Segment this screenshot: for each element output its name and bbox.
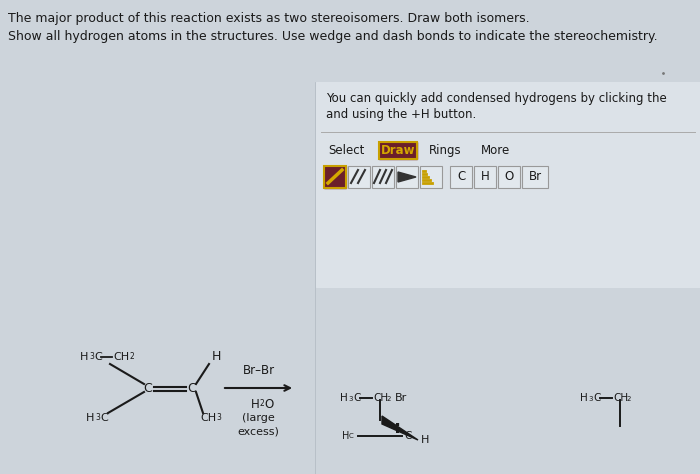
Text: C: C [100, 413, 108, 423]
Bar [372, 166, 394, 188]
Bar [498, 166, 520, 188]
Text: C: C [144, 382, 153, 394]
Text: C: C [353, 393, 360, 403]
Text: Br: Br [528, 171, 542, 183]
Bar [324, 166, 346, 188]
Text: CH: CH [373, 393, 388, 403]
Text: O: O [265, 398, 274, 410]
Text: H: H [251, 398, 259, 410]
Text: H: H [580, 393, 588, 403]
Bar [372, 166, 394, 188]
Text: The major product of this reaction exists as two stereoisomers. Draw both isomer: The major product of this reaction exist… [8, 12, 530, 25]
Bar [379, 142, 417, 159]
Bar [498, 166, 520, 188]
Text: C: C [94, 352, 102, 362]
Text: 3: 3 [216, 413, 221, 422]
Text: Rings: Rings [429, 144, 461, 157]
Text: C: C [188, 382, 197, 394]
Text: You can quickly add condensed hydrogens by clicking the: You can quickly add condensed hydrogens … [326, 92, 666, 105]
Bar [316, 82, 700, 287]
Text: Br: Br [395, 393, 407, 403]
Text: C: C [404, 431, 412, 441]
Text: 3: 3 [95, 413, 100, 422]
Bar [474, 166, 496, 188]
Text: O: O [505, 171, 514, 183]
Text: 2: 2 [627, 396, 631, 402]
Text: Show all hydrogen atoms in the structures. Use wedge and dash bonds to indicate : Show all hydrogen atoms in the structure… [8, 30, 657, 43]
Polygon shape [382, 416, 418, 440]
Bar [396, 166, 418, 188]
Text: Br–Br: Br–Br [242, 364, 274, 376]
Bar [348, 166, 370, 188]
Text: 3: 3 [348, 396, 353, 402]
Bar [450, 166, 472, 188]
Text: H: H [340, 393, 348, 403]
Text: H: H [421, 435, 429, 445]
Bar [522, 166, 548, 188]
Text: C: C [349, 433, 354, 439]
Text: H: H [481, 171, 489, 183]
Text: 2: 2 [387, 396, 391, 402]
Polygon shape [398, 172, 416, 182]
Bar [379, 142, 417, 159]
Text: H: H [342, 431, 349, 441]
Bar [522, 166, 548, 188]
Text: H: H [80, 352, 88, 362]
Text: :: : [394, 419, 402, 437]
Text: CH: CH [200, 413, 216, 423]
Text: 2: 2 [129, 352, 134, 361]
Text: Draw: Draw [381, 144, 415, 156]
Text: excess): excess) [237, 427, 279, 437]
Text: C: C [457, 171, 465, 183]
Text: (large: (large [242, 413, 275, 423]
Text: CH: CH [113, 352, 129, 362]
Text: 2: 2 [260, 399, 265, 408]
Text: CH: CH [613, 393, 628, 403]
Text: More: More [481, 144, 510, 157]
Bar [396, 166, 418, 188]
Text: H: H [86, 413, 94, 423]
Text: and using the +H button.: and using the +H button. [326, 108, 476, 121]
Text: Select: Select [328, 144, 365, 157]
Bar [420, 166, 442, 188]
Bar [420, 166, 442, 188]
Bar [450, 166, 472, 188]
Text: C: C [593, 393, 601, 403]
Text: H: H [212, 350, 221, 364]
Bar [474, 166, 496, 188]
Bar [324, 166, 346, 188]
Bar [348, 166, 370, 188]
Text: 3: 3 [588, 396, 592, 402]
Text: 3: 3 [89, 352, 94, 361]
